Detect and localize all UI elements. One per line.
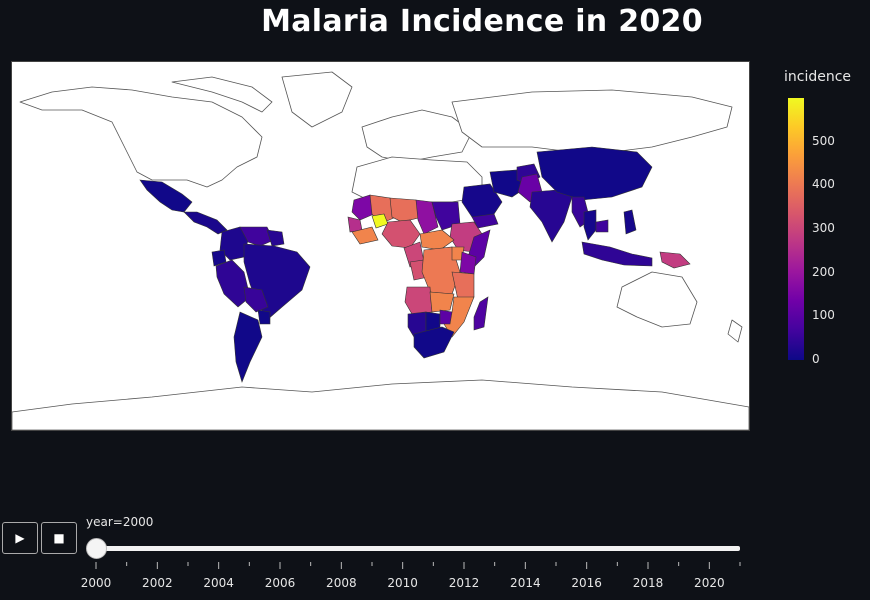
region-zambia[interactable]: Zambia: 420 xyxy=(429,291,455,313)
colorbar-title: incidence xyxy=(784,69,852,85)
slider-year-label: 2018 xyxy=(632,576,664,590)
year-slider-track[interactable] xyxy=(96,546,740,551)
slider-year-label: 2010 xyxy=(387,576,418,590)
colorbar-tick-label: 100 xyxy=(812,308,835,323)
antarctica-outline xyxy=(12,379,749,430)
slider-year-label: 2020 xyxy=(694,576,725,590)
stop-button[interactable]: ■ xyxy=(41,522,77,554)
colorbar xyxy=(788,98,804,360)
colorbar-tick-label: 0 xyxy=(812,352,820,366)
region-cambodia[interactable]: Cambodia: 60 xyxy=(595,219,609,233)
slider-year-label: 2004 xyxy=(203,576,234,590)
year-slider-knob[interactable] xyxy=(85,538,107,559)
region-angola[interactable]: Angola: 300 xyxy=(404,286,433,315)
region-argentina[interactable]: Argentina: 5 xyxy=(233,311,263,383)
region-venezuela[interactable]: Venezuela: 60 xyxy=(239,226,275,247)
slider-year-label: 2000 xyxy=(80,576,112,590)
world-map[interactable]: Mexico: 5Central America: 15Colombia: 20… xyxy=(12,62,749,430)
slider-year-label: 2008 xyxy=(326,576,357,590)
region-tanzania[interactable]: Tanzania: 380 xyxy=(451,271,475,301)
region-guyana[interactable]: Guyana: 30 xyxy=(266,229,285,247)
region-thailand[interactable]: Thailand: 10 xyxy=(583,209,597,241)
region-zimbabwe[interactable]: Zimbabwe: 100 xyxy=(439,309,453,325)
region-nigeria[interactable]: Nigeria: 320 xyxy=(381,219,421,249)
europe-outline xyxy=(361,109,473,163)
canada-islands-outline xyxy=(171,76,273,113)
region-india[interactable]: India: 30 xyxy=(529,189,573,243)
region-central-america[interactable]: Central America: 15 xyxy=(183,211,228,235)
slider-current-value: year=2000 xyxy=(86,515,154,529)
colorbar-tick-label: 400 xyxy=(812,177,835,192)
region-central-african-republic[interactable]: Central African Republic: 420 xyxy=(419,229,455,251)
region-guinea[interactable]: Guinea: 420 xyxy=(351,226,379,245)
colorbar-tick-label: 200 xyxy=(812,264,835,279)
north-america-outline xyxy=(19,86,263,188)
region-philippines[interactable]: Philippines: 10 xyxy=(623,209,637,235)
greenland-outline xyxy=(281,71,353,128)
map-panel[interactable]: Mexico: 5Central America: 15Colombia: 20… xyxy=(11,61,750,431)
region-china[interactable]: China: 5 xyxy=(536,146,653,201)
new-zealand-outline xyxy=(727,319,743,343)
australia-outline xyxy=(616,271,698,328)
region-bolivia[interactable]: Bolivia: 50 xyxy=(243,286,269,313)
region-yemen[interactable]: Yemen: 60 xyxy=(471,213,499,229)
slider-year-label: 2016 xyxy=(571,576,602,590)
region-mauritania[interactable]: Mauritania: 150 xyxy=(351,194,375,221)
region-sudan[interactable]: Sudan: 60 xyxy=(431,201,461,231)
region-paraguay[interactable]: Paraguay: 5 xyxy=(257,309,271,325)
slider-year-label: 2006 xyxy=(264,576,296,590)
region-mexico[interactable]: Mexico: 5 xyxy=(139,179,193,213)
region-peru[interactable]: Peru: 40 xyxy=(215,259,251,308)
region-south-africa[interactable]: South Africa: 5 xyxy=(413,326,455,359)
play-button[interactable]: ▶ xyxy=(2,522,38,554)
slider-year-label: 2002 xyxy=(142,576,173,590)
region-papua-new-guinea[interactable]: Papua New Guinea: 280 xyxy=(659,251,691,269)
slider-year-label: 2012 xyxy=(448,576,480,590)
colorbar-tick-label: 300 xyxy=(812,221,835,235)
region-chad[interactable]: Chad: 180 xyxy=(415,199,439,235)
colorbar-tick-label: 500 xyxy=(812,133,835,148)
chart-title: Malaria Incidence in 2020 xyxy=(261,4,703,39)
region-madagascar[interactable]: Madagascar: 80 xyxy=(473,296,489,331)
slider-year-label: 2014 xyxy=(510,576,541,590)
russia-outline xyxy=(451,89,733,153)
region-indonesia[interactable]: Indonesia: 40 xyxy=(581,241,653,267)
region-niger[interactable]: Niger: 380 xyxy=(389,197,423,223)
